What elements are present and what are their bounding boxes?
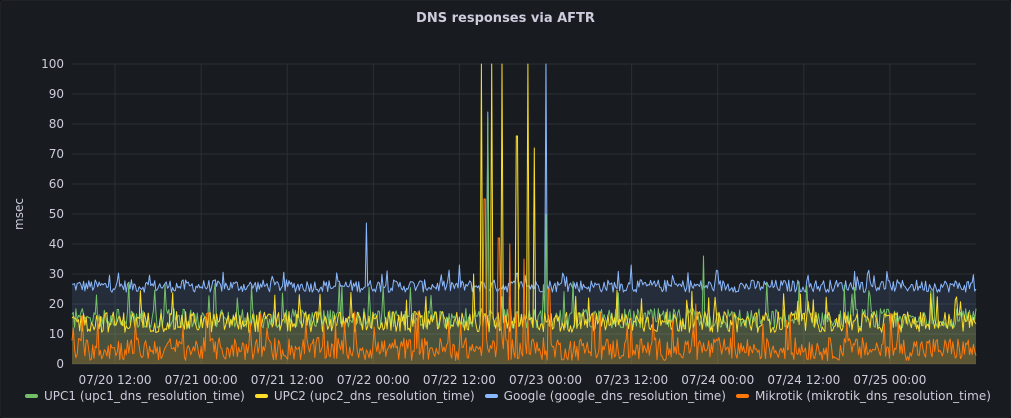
x-tick-label: 07/20 12:00	[79, 373, 152, 387]
legend-swatch-google	[484, 394, 498, 398]
x-tick-label: 07/23 00:00	[509, 373, 582, 387]
y-tick-label: 50	[49, 207, 64, 221]
y-tick-label: 80	[49, 117, 64, 131]
series-line-2	[71, 63, 977, 293]
legend-swatch-upc2	[254, 394, 268, 398]
y-tick-label: 70	[49, 147, 64, 161]
y-tick-label: 20	[49, 297, 64, 311]
y-axis-label: msec	[12, 198, 26, 230]
legend-item-google[interactable]: Google (google_dns_resolution_time)	[484, 389, 726, 403]
legend-item-mikrotik[interactable]: Mikrotik (mikrotik_dns_resolution_time)	[735, 389, 991, 403]
y-tick-label: 90	[49, 87, 64, 101]
y-tick-label: 100	[41, 57, 64, 71]
x-tick-label: 07/23 12:00	[595, 373, 668, 387]
x-tick-label: 07/22 00:00	[337, 373, 410, 387]
y-tick-label: 10	[49, 327, 64, 341]
x-tick-label: 07/24 00:00	[681, 373, 754, 387]
legend-label-google: Google (google_dns_resolution_time)	[503, 389, 726, 403]
y-tick-label: 0	[56, 357, 64, 371]
y-tick-label: 60	[49, 177, 64, 191]
panel-title[interactable]: DNS responses via AFTR	[416, 11, 595, 26]
series-line-3	[71, 198, 977, 361]
x-tick-label: 07/21 12:00	[251, 373, 324, 387]
y-tick-label: 40	[49, 237, 64, 251]
series-area-1	[72, 64, 976, 364]
x-tick-label: 07/22 12:00	[423, 373, 496, 387]
legend-swatch-mikrotik	[735, 394, 749, 398]
legend-label-upc1: UPC1 (upc1_dns_resolution_time)	[44, 389, 245, 403]
x-tick-label: 07/21 00:00	[165, 373, 238, 387]
legend-label-mikrotik: Mikrotik (mikrotik_dns_resolution_time)	[754, 389, 991, 403]
legend-swatch-upc1	[25, 394, 38, 398]
series-line-1	[71, 63, 977, 333]
legend-item-upc1[interactable]: UPC1 (upc1_dns_resolution_time)	[25, 389, 245, 403]
legend-item-upc2[interactable]: UPC2 (upc2_dns_resolution_time)	[254, 389, 475, 403]
y-tick-label: 30	[49, 267, 64, 281]
legend-label-upc2: UPC2 (upc2_dns_resolution_time)	[273, 389, 475, 403]
x-tick-label: 07/25 00:00	[853, 373, 926, 387]
legend: UPC1 (upc1_dns_resolution_time) UPC2 (up…	[25, 389, 1001, 403]
line-chart: 0 10 20 30 40 50 60 70 80 90 100 07/20 12:00 07/21 0…	[12, 57, 977, 387]
series-area-2	[72, 64, 976, 364]
x-tick-label: 07/24 12:00	[767, 373, 840, 387]
